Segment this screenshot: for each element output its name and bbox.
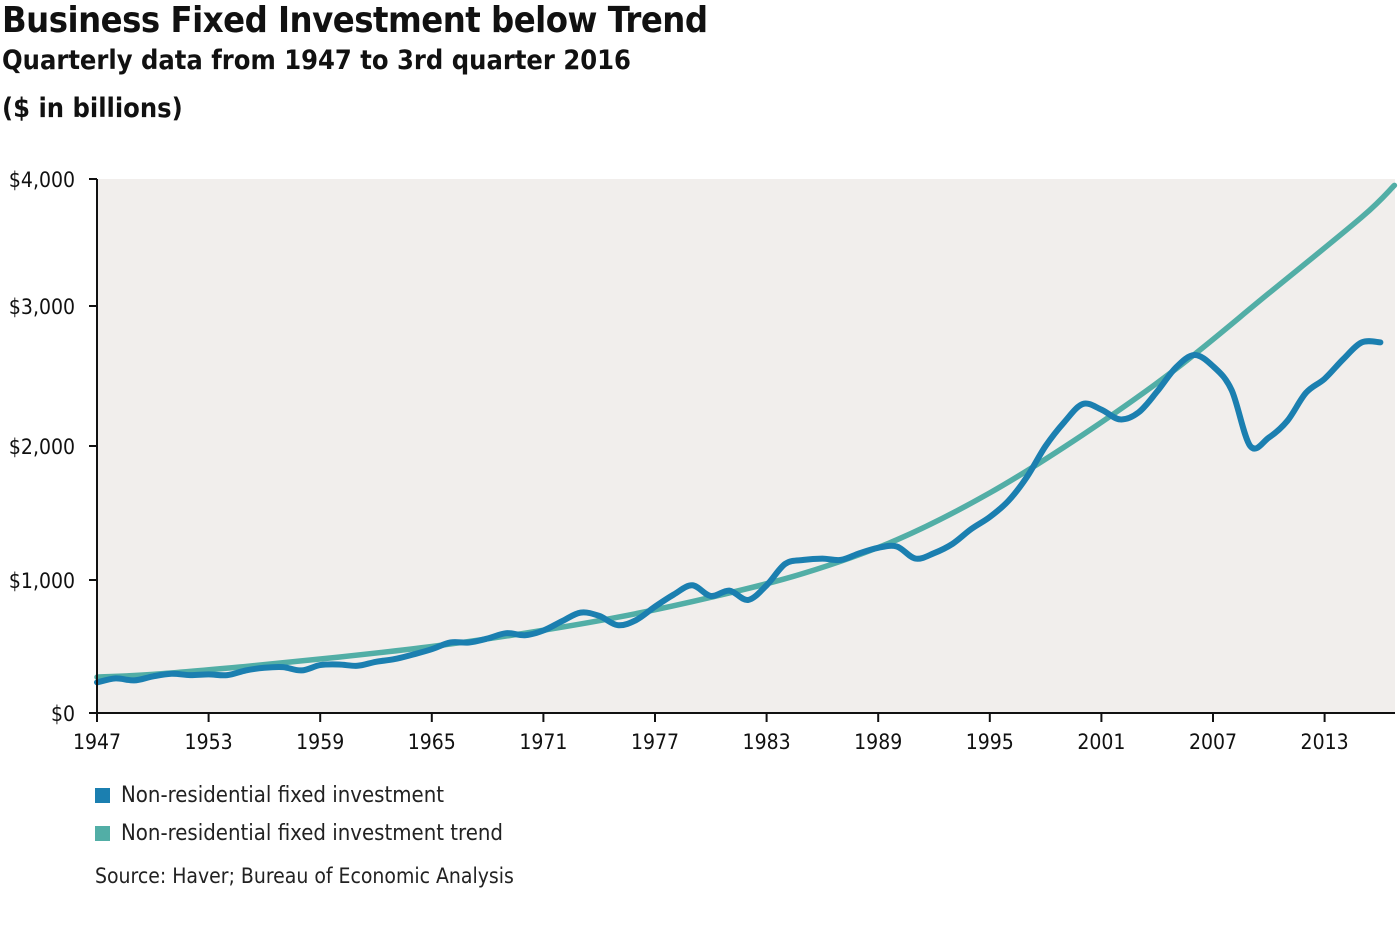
- legend-label-investment: Non-residential fixed investment: [121, 782, 445, 808]
- y-tick-label: $0: [51, 702, 75, 726]
- plot-background: [97, 179, 1395, 713]
- x-tick-label: 2013: [1301, 730, 1349, 754]
- legend-label-trend: Non-residential fixed investment trend: [121, 820, 504, 846]
- x-tick-label: 1971: [519, 730, 567, 754]
- x-tick-label: 1977: [631, 730, 679, 754]
- legend-swatch-trend: [95, 825, 110, 841]
- y-tick-label: $2,000: [9, 435, 75, 459]
- chart-title: Business Fixed Investment below Trend: [2, 0, 708, 41]
- x-tick-label: 1983: [743, 730, 791, 754]
- x-tick-label: 2007: [1189, 730, 1237, 754]
- x-tick-label: 2001: [1077, 730, 1125, 754]
- series-line-trend: [94, 182, 1398, 680]
- x-tick-label: 1953: [185, 730, 233, 754]
- legend-swatch-investment: [95, 787, 110, 803]
- y-tick-label: $1,000: [9, 569, 75, 593]
- axes-layer: $0 $1,000 $2,000 $3,000 $4,000 1947 1953 1959 19…: [9, 168, 1395, 754]
- y-tick-label: $4,000: [9, 168, 75, 192]
- source-note: Source: Haver; Bureau of Economic Analys…: [95, 864, 514, 888]
- legend: Non-residential fixed investment Non-res…: [95, 781, 503, 857]
- y-tick-label: $3,000: [9, 295, 75, 319]
- series-line-investment: [94, 338, 1384, 686]
- x-tick-label: 1995: [966, 730, 1014, 754]
- x-tick-label: 1965: [408, 730, 456, 754]
- chart-subtitle: Quarterly data from 1947 to 3rd quarter …: [2, 45, 631, 76]
- x-tick-label: 1959: [296, 730, 344, 754]
- legend-item-investment: Non-residential fixed investment: [95, 781, 503, 809]
- x-tick-label: 1989: [854, 730, 902, 754]
- legend-item-trend: Non-residential fixed investment trend: [95, 819, 503, 847]
- units-label: ($ in billions): [2, 93, 183, 124]
- x-tick-label: 1947: [73, 730, 121, 754]
- series-layer: [94, 182, 1398, 686]
